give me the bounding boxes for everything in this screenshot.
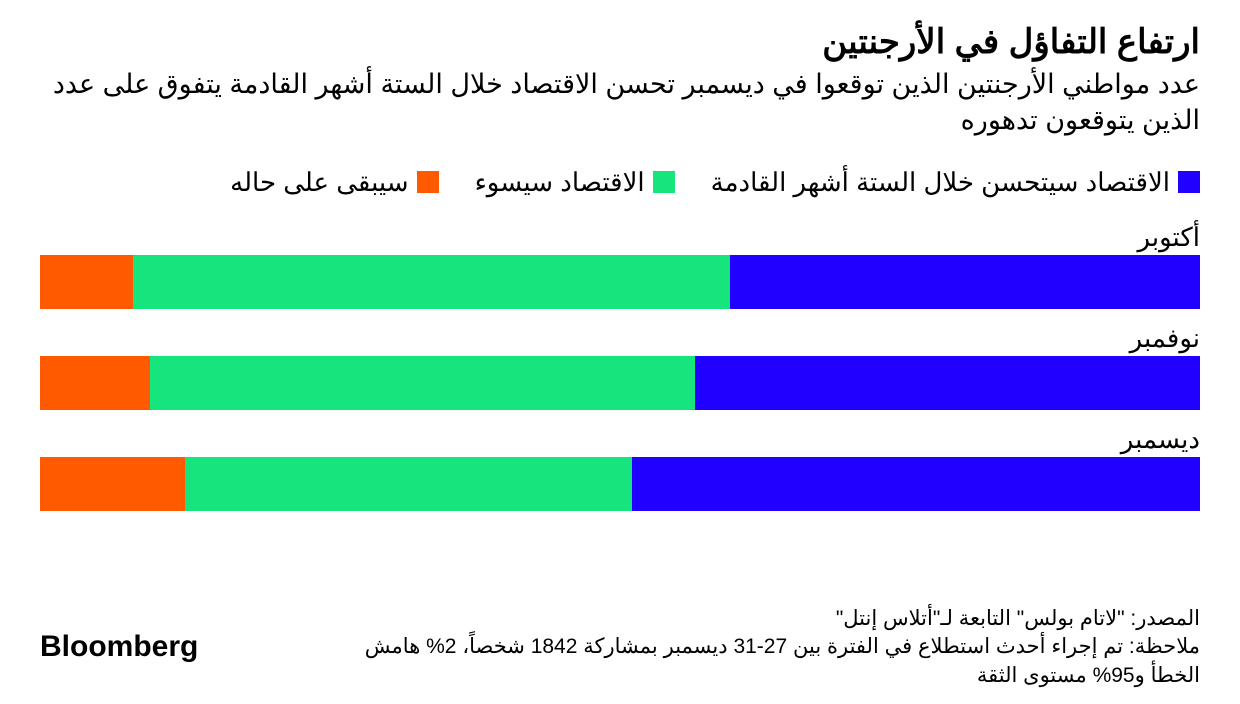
legend-item: الاقتصاد سيتحسن خلال الستة أشهر القادمة [711, 167, 1200, 198]
bar-segment [40, 255, 133, 309]
chart-row: ديسمبر [40, 424, 1200, 511]
stacked-bar [40, 457, 1200, 511]
row-label: نوفمبر [40, 323, 1200, 354]
row-label: أكتوبر [40, 222, 1200, 253]
footer-text: المصدر: "لاتام بولس" التابعة لـ"أتلاس إن… [320, 605, 1200, 690]
bar-segment [730, 255, 1200, 309]
stacked-bar [40, 356, 1200, 410]
legend-swatch [417, 171, 439, 193]
stacked-bar-chart: أكتوبر نوفمبر ديسمبر [40, 222, 1200, 511]
bar-segment [185, 457, 632, 511]
bar-segment [40, 457, 185, 511]
legend-label: الاقتصاد سيتحسن خلال الستة أشهر القادمة [711, 167, 1170, 198]
row-label: ديسمبر [40, 424, 1200, 455]
chart-subtitle: عدد مواطني الأرجنتين الذين توقعوا في ديس… [40, 66, 1200, 139]
legend-swatch [653, 171, 675, 193]
legend-label: سيبقى على حاله [230, 167, 408, 198]
stacked-bar [40, 255, 1200, 309]
legend-item: سيبقى على حاله [230, 167, 438, 198]
chart-row: أكتوبر [40, 222, 1200, 309]
bar-segment [695, 356, 1200, 410]
chart-row: نوفمبر [40, 323, 1200, 410]
footer: المصدر: "لاتام بولس" التابعة لـ"أتلاس إن… [40, 605, 1200, 690]
bar-segment [632, 457, 1200, 511]
chart-title: ارتفاع التفاؤل في الأرجنتين [40, 22, 1200, 62]
legend-label: الاقتصاد سيسوء [475, 167, 645, 198]
source-line: المصدر: "لاتام بولس" التابعة لـ"أتلاس إن… [320, 605, 1200, 633]
legend: الاقتصاد سيتحسن خلال الستة أشهر القادمة ا… [40, 167, 1200, 198]
legend-item: الاقتصاد سيسوء [475, 167, 675, 198]
legend-swatch [1178, 171, 1200, 193]
brand-logo: Bloomberg [40, 630, 198, 664]
note-line: ملاحظة: تم إجراء أحدث استطلاع في الفترة … [320, 633, 1200, 690]
bar-segment [133, 255, 730, 309]
bar-segment [150, 356, 695, 410]
bar-segment [40, 356, 150, 410]
